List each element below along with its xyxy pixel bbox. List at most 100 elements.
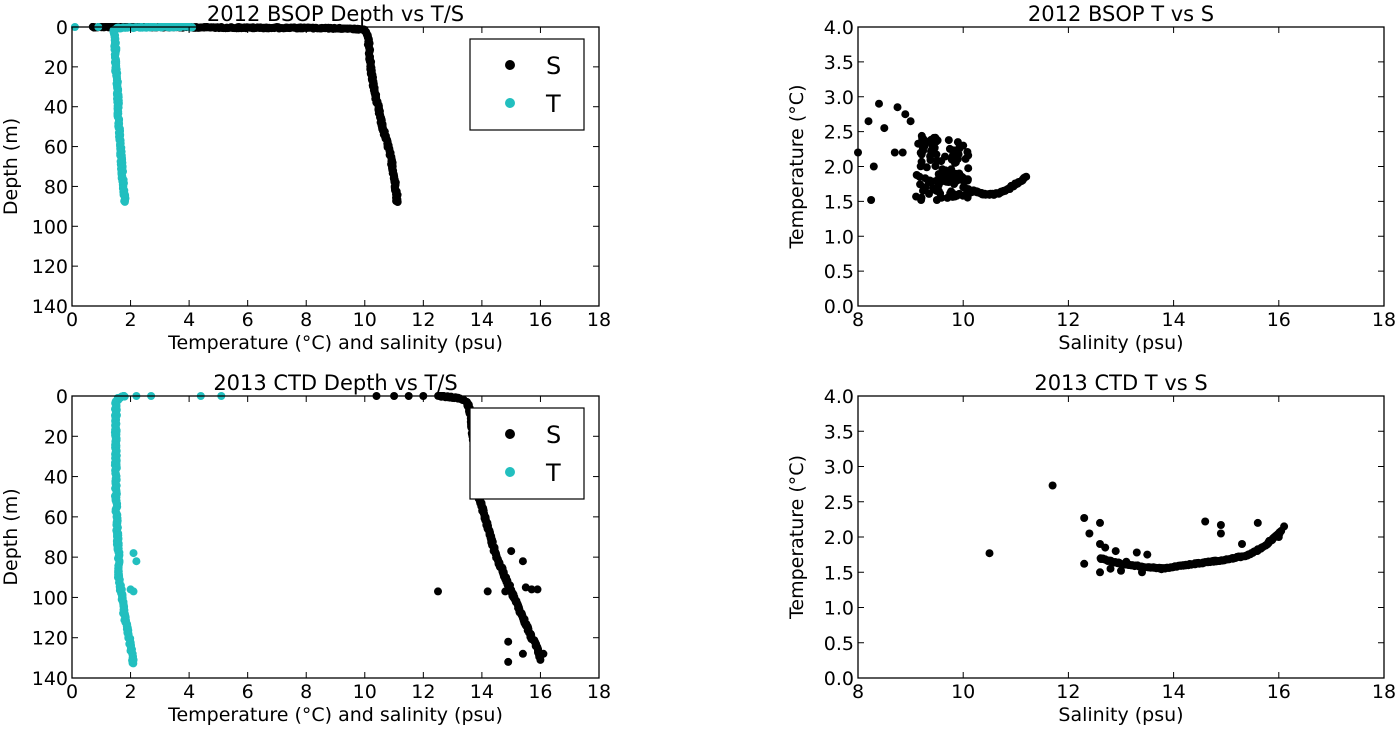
x-tick-label: 0 xyxy=(66,309,78,331)
x-tick-label: 14 xyxy=(470,309,494,331)
data-point xyxy=(880,124,889,133)
y-tick-label: 3.0 xyxy=(824,457,854,479)
y-tick-label: 4.0 xyxy=(824,17,854,39)
data-marks xyxy=(70,23,402,206)
data-point xyxy=(1274,533,1283,541)
x-tick-label: 14 xyxy=(470,681,494,703)
x-axis-label: Salinity (psu) xyxy=(1058,332,1183,354)
data-point xyxy=(536,655,545,664)
data-point xyxy=(1253,518,1262,527)
x-tick-label: 10 xyxy=(353,681,377,703)
x-ticks: 0 2 4 6 8 10 12 14 16 18 xyxy=(66,396,611,703)
data-point xyxy=(958,191,967,200)
data-point xyxy=(931,162,940,171)
data-point xyxy=(925,189,933,198)
data-point xyxy=(507,547,516,556)
data-point xyxy=(928,144,937,152)
data-point xyxy=(1143,550,1152,559)
data-point xyxy=(890,148,899,157)
chart-title: 2012 BSOP Depth vs T/S xyxy=(207,2,464,26)
legend-label-t: T xyxy=(545,459,561,487)
data-point xyxy=(950,158,959,167)
x-tick-label: 12 xyxy=(411,309,435,331)
y-tick-label: 60 xyxy=(44,507,68,529)
data-point xyxy=(985,549,994,558)
data-point xyxy=(1101,543,1110,552)
data-point xyxy=(932,196,941,204)
y-ticks: 0 20 40 60 80 100 120 140 xyxy=(32,17,599,318)
data-point xyxy=(953,138,962,147)
data-point xyxy=(931,185,940,194)
x-tick-label: 18 xyxy=(1372,309,1396,331)
data-point xyxy=(1117,566,1125,575)
data-point xyxy=(875,99,883,108)
x-tick-label: 2 xyxy=(125,309,137,331)
y-tick-label: 120 xyxy=(32,256,68,278)
data-point xyxy=(1216,529,1225,538)
data-marks xyxy=(985,481,1289,577)
panel-2012-bsop-depth: 0 2 4 6 8 10 12 14 16 18 0 20 40 60 80 100 120 140 2012 BS… xyxy=(0,2,611,354)
x-ticks: 8 10 12 14 16 18 xyxy=(852,27,1396,331)
data-point xyxy=(393,198,402,206)
data-point xyxy=(917,131,926,140)
series-s xyxy=(88,23,402,206)
panel-2013-ctd-ts: 8 10 12 14 16 18 0.0 0.5 1.0 1.5 2.0 2.5 3.0 3.5 4.0 20… xyxy=(786,371,1396,726)
x-tick-label: 18 xyxy=(1372,681,1396,703)
data-point xyxy=(951,173,960,182)
data-point xyxy=(912,171,921,179)
data-point xyxy=(132,557,141,566)
data-point xyxy=(1048,481,1057,490)
y-tick-label: 0.0 xyxy=(824,668,854,690)
y-ticks: 0.0 0.5 1.0 1.5 2.0 2.5 3.0 3.5 4.0 xyxy=(824,17,1384,318)
series xyxy=(854,99,1031,204)
data-point xyxy=(917,157,926,166)
x-tick-label: 6 xyxy=(242,681,254,703)
data-point xyxy=(434,587,442,596)
data-point xyxy=(483,587,492,596)
x-tick-label: 8 xyxy=(300,309,312,331)
data-point xyxy=(1280,522,1289,531)
y-tick-label: 60 xyxy=(44,137,68,159)
x-tick-label: 16 xyxy=(1267,681,1291,703)
y-axis-label: Temperature (°C) xyxy=(786,455,808,620)
data-point xyxy=(539,649,548,658)
data-point xyxy=(1096,568,1104,577)
y-tick-label: 3.5 xyxy=(824,52,854,74)
data-point xyxy=(533,585,542,594)
series xyxy=(985,481,1289,577)
data-point xyxy=(867,196,876,204)
x-tick-label: 14 xyxy=(1162,309,1186,331)
legend-marker-t xyxy=(505,98,515,108)
data-point xyxy=(284,24,293,32)
panel-2013-ctd-depth: 0 2 4 6 8 10 12 14 16 18 0 20 40 60 80 100 120 140 2013 CT… xyxy=(0,371,611,726)
data-point xyxy=(945,170,954,179)
data-point xyxy=(953,148,962,157)
axes-frame xyxy=(71,395,600,679)
data-point xyxy=(926,156,935,164)
data-point xyxy=(117,585,126,594)
data-point xyxy=(893,103,902,112)
y-tick-label: 3.5 xyxy=(824,421,854,443)
y-tick-label: 80 xyxy=(44,547,68,569)
y-tick-label: 120 xyxy=(32,628,68,650)
data-point xyxy=(1132,548,1141,557)
data-point xyxy=(504,637,513,646)
y-tick-label: 4.0 xyxy=(824,386,854,408)
y-tick-label: 0.5 xyxy=(824,261,854,283)
y-tick-label: 1.0 xyxy=(824,598,854,620)
data-point xyxy=(1122,557,1131,566)
data-point xyxy=(1085,529,1094,538)
data-point xyxy=(928,177,937,186)
chart-title: 2013 CTD Depth vs T/S xyxy=(213,371,457,395)
data-point xyxy=(1106,564,1115,573)
y-tick-label: 1.5 xyxy=(824,562,854,584)
legend-marker-s xyxy=(505,60,515,70)
data-point xyxy=(504,657,513,666)
y-tick-label: 140 xyxy=(32,668,68,690)
data-point xyxy=(942,177,951,186)
chart-title: 2012 BSOP T vs S xyxy=(1028,2,1214,26)
x-tick-label: 12 xyxy=(411,681,435,703)
data-point xyxy=(1238,540,1246,548)
data-point xyxy=(521,583,530,592)
y-tick-label: 2.0 xyxy=(824,157,854,179)
